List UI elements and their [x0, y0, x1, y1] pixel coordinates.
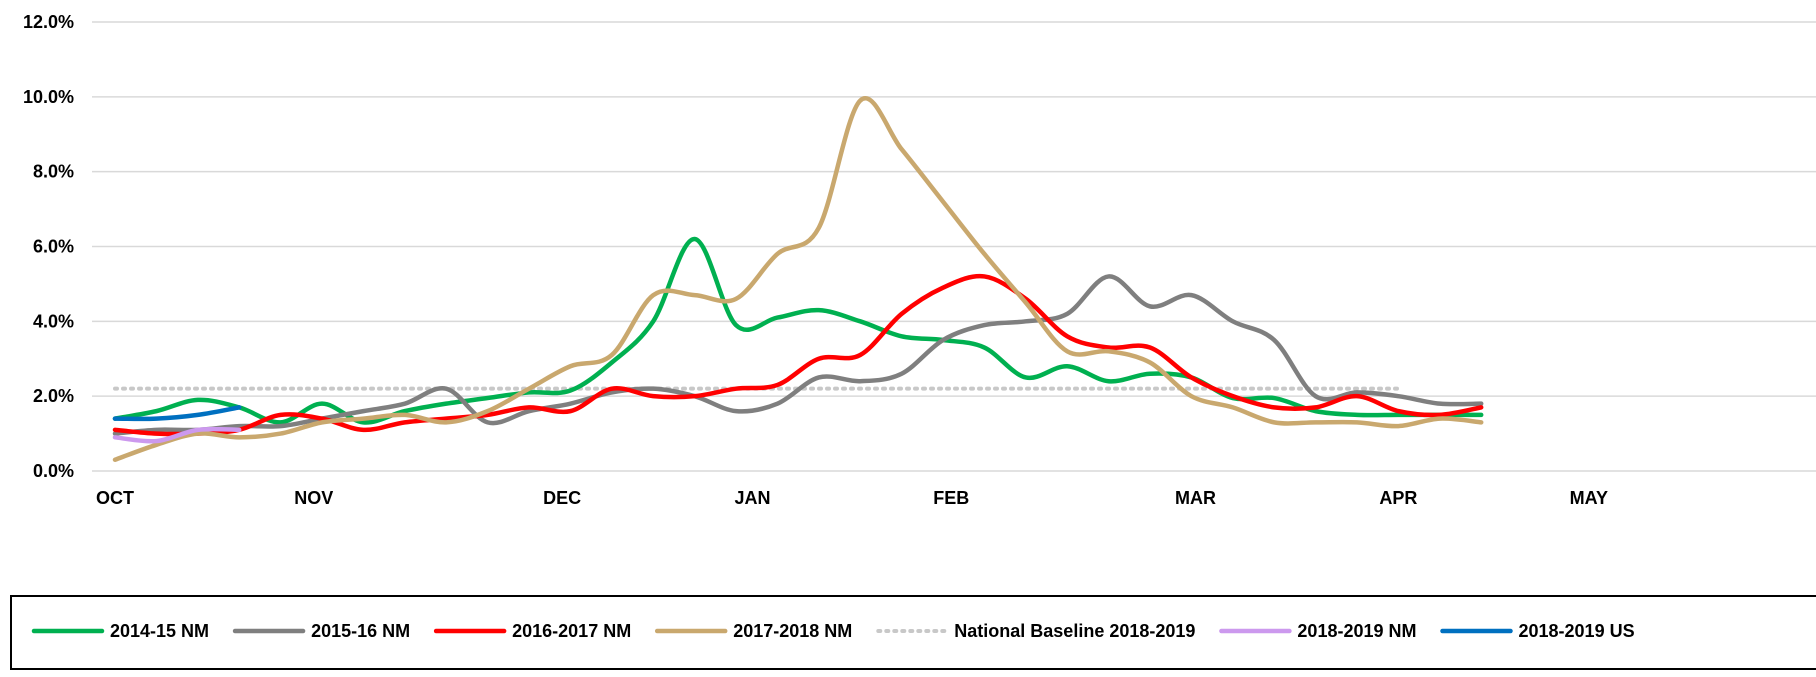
x-month-label: FEB	[933, 488, 969, 508]
gridlines	[92, 21, 1816, 472]
series-line-2014-15-nm	[112, 236, 1484, 425]
y-tick-label: 10.0%	[23, 87, 74, 107]
legend-label: 2017-2018 NM	[733, 621, 852, 641]
legend-label: 2016-2017 NM	[512, 621, 631, 641]
y-tick-label: 2.0%	[33, 386, 74, 406]
y-tick-label: 4.0%	[33, 311, 74, 331]
legend-entry-2017-2018-nm: 2017-2018 NM	[654, 621, 852, 641]
x-month-label: APR	[1379, 488, 1417, 508]
x-month-label: OCT	[96, 488, 134, 508]
legend-label: National Baseline 2018-2019	[954, 621, 1195, 641]
y-tick-label: 8.0%	[33, 162, 74, 182]
series-lines	[112, 96, 1484, 463]
legend-label: 2018-2019 US	[1519, 621, 1635, 641]
x-month-label: JAN	[735, 488, 771, 508]
x-month-label: NOV	[294, 488, 333, 508]
y-tick-label: 0.0%	[33, 461, 74, 481]
legend-label: 2014-15 NM	[110, 621, 209, 641]
legend-entry-2016-2017-nm: 2016-2017 NM	[433, 621, 631, 641]
legend: 2014-15 NM 2015-16 NM 2016-2017 NM 2017-201…	[10, 595, 1816, 670]
legend-entry-national-baseline-2018-2019: National Baseline 2018-2019	[876, 621, 1195, 641]
series-line-2016-2017-nm	[112, 273, 1484, 437]
legend-entry-2018-2019-us: 2018-2019 US	[1440, 621, 1635, 641]
y-tick-label: 6.0%	[33, 237, 74, 257]
legend-entry-2015-16-nm: 2015-16 NM	[232, 621, 410, 641]
x-month-label: DEC	[543, 488, 581, 508]
y-axis-tick-labels: 0.0% 2.0% 4.0% 6.0% 8.0% 10.0% 12.0%	[23, 12, 74, 481]
x-month-label: MAY	[1570, 488, 1608, 508]
legend-entry-2014-15-nm: 2014-15 NM	[31, 621, 209, 641]
x-month-label: MAR	[1175, 488, 1216, 508]
legend-label: 2018-2019 NM	[1297, 621, 1416, 641]
series-line-2018-2019-us	[112, 405, 242, 422]
series-line-2018-2019-nm	[112, 426, 242, 444]
legend-entries: 2014-15 NM 2015-16 NM 2016-2017 NM 2017-201…	[31, 621, 1635, 641]
legend-label: 2015-16 NM	[311, 621, 410, 641]
legend-entry-2018-2019-nm: 2018-2019 NM	[1219, 621, 1417, 641]
series-line-2017-2018-nm	[112, 96, 1484, 463]
x-axis-month-labels: OCT NOV DEC JAN FEB MAR APR MAY	[96, 488, 1608, 508]
series-line-2015-16-nm	[112, 274, 1484, 436]
y-tick-label: 12.0%	[23, 12, 74, 32]
